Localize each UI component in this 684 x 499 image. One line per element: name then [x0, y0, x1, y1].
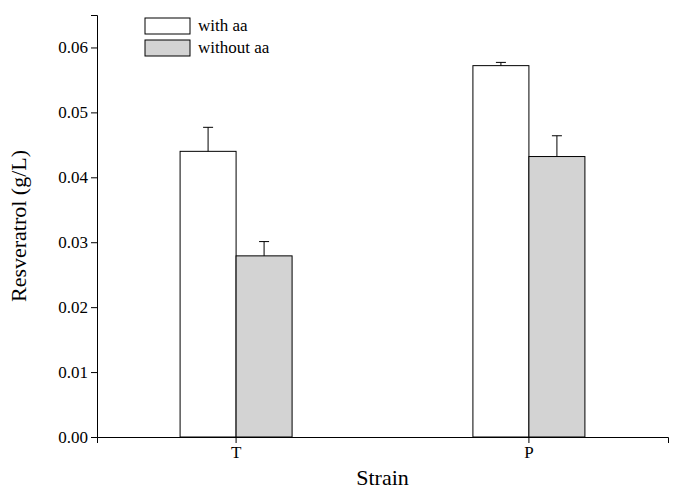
y-tick-label: 0.05 [58, 103, 88, 122]
x-axis-line [98, 438, 669, 444]
bars [180, 62, 585, 437]
y-tick: 0.01 [58, 363, 97, 382]
error-cap [552, 135, 562, 136]
y-tick-mark [91, 112, 97, 113]
bar [180, 151, 236, 437]
y-tick-label: 0.01 [58, 363, 88, 382]
y-tick: 0.05 [58, 103, 97, 122]
y-tick-mark [91, 47, 97, 48]
legend-label: with aa [198, 16, 248, 35]
x-tick-label: P [524, 443, 533, 462]
y-tick-label: 0.04 [58, 168, 88, 187]
chart: 0.000.010.020.030.040.050.06TPwith aawit… [0, 0, 684, 499]
error-cap [496, 62, 506, 63]
error-bar [259, 242, 269, 256]
y-tick-label: 0.03 [58, 233, 88, 252]
y-tick: 0.02 [58, 298, 97, 317]
y-axis: 0.00 0.01 0.02 0.03 0.04 0.05 0.06 [58, 16, 97, 447]
legend-label: without aa [198, 38, 270, 57]
x-axis-title: Strain [356, 465, 409, 490]
y-tick: 0.00 [58, 428, 97, 447]
legend: with aa without aa [145, 16, 270, 57]
error-stem [264, 242, 265, 256]
y-tick-mark [91, 307, 97, 308]
bar [236, 256, 292, 437]
y-tick: 0.03 [58, 233, 97, 252]
y-tick-label: 0.00 [58, 428, 88, 447]
legend-item: without aa [145, 38, 270, 57]
y-tick-label: 0.02 [58, 298, 88, 317]
y-tick-mark [91, 372, 97, 373]
bar [529, 157, 585, 437]
bar [473, 66, 529, 437]
legend-swatch [145, 40, 190, 56]
y-tick: 0.06 [58, 38, 97, 57]
error-bar [496, 62, 506, 65]
plot: 0.000.010.020.030.040.050.06TPwith aawit… [58, 16, 668, 463]
x-tick-label: T [231, 443, 242, 462]
y-axis-title: Resveratrol (g/L) [6, 150, 31, 302]
y-tick-mark [91, 242, 97, 243]
error-stem [556, 136, 557, 157]
error-stem [208, 127, 209, 151]
x-tick: P [524, 437, 533, 462]
x-tick: T [231, 437, 242, 462]
y-tick-mark [91, 437, 97, 438]
y-tick-label: 0.06 [58, 38, 88, 57]
legend-item: with aa [145, 16, 248, 35]
error-bar [552, 136, 562, 157]
legend-swatch [145, 18, 190, 34]
error-cap [259, 241, 269, 242]
y-tick-mark [91, 177, 97, 178]
x-axis: TP [98, 437, 669, 462]
error-cap [203, 127, 213, 128]
error-bar [203, 127, 213, 151]
y-tick: 0.04 [58, 168, 97, 187]
y-axis-line [91, 16, 98, 438]
